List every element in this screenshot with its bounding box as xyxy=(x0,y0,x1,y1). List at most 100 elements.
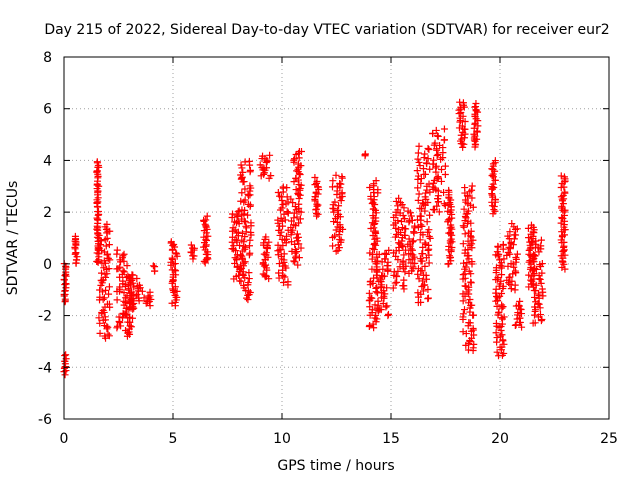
data-point xyxy=(295,181,303,189)
data-point xyxy=(422,240,430,248)
data-point xyxy=(62,280,70,288)
data-point xyxy=(381,290,389,298)
data-point xyxy=(371,235,379,243)
data-point xyxy=(331,198,339,206)
data-point xyxy=(71,232,79,240)
data-point xyxy=(238,252,246,260)
data-point xyxy=(246,201,254,209)
data-point xyxy=(461,117,469,125)
data-point xyxy=(171,283,179,291)
data-point xyxy=(498,314,506,322)
data-point xyxy=(296,215,304,223)
data-point xyxy=(511,321,519,329)
data-point xyxy=(201,259,209,267)
data-point xyxy=(267,172,275,180)
data-point xyxy=(494,274,502,282)
data-point xyxy=(430,206,438,214)
data-point xyxy=(384,310,392,318)
data-point xyxy=(102,242,110,250)
data-point xyxy=(296,184,304,192)
data-point xyxy=(314,210,322,218)
data-point xyxy=(334,206,342,214)
data-point xyxy=(393,230,401,238)
data-point xyxy=(465,299,473,307)
data-point xyxy=(361,152,369,160)
data-point xyxy=(103,220,111,228)
data-point xyxy=(418,222,426,230)
data-point xyxy=(529,235,537,243)
data-point xyxy=(430,156,438,164)
data-point xyxy=(95,231,103,239)
data-point xyxy=(275,260,283,268)
data-point xyxy=(500,340,508,348)
data-point xyxy=(144,292,152,300)
data-point xyxy=(421,150,429,158)
plot-frame xyxy=(63,56,610,420)
data-point xyxy=(419,199,427,207)
data-point xyxy=(370,205,378,213)
data-point xyxy=(511,281,519,289)
data-point xyxy=(393,278,401,286)
data-point xyxy=(459,112,467,120)
data-point xyxy=(96,293,104,301)
data-point xyxy=(557,236,565,244)
data-point xyxy=(369,199,377,207)
data-point xyxy=(398,237,406,245)
data-point xyxy=(365,289,373,297)
x-tick-label: 25 xyxy=(600,431,618,447)
data-point xyxy=(466,241,474,249)
data-point xyxy=(229,233,237,241)
data-point xyxy=(414,149,422,157)
data-point xyxy=(401,215,409,223)
data-point xyxy=(459,271,467,279)
data-point xyxy=(366,278,374,286)
data-point xyxy=(96,329,104,337)
data-point xyxy=(291,258,299,266)
data-point xyxy=(459,297,467,305)
data-point xyxy=(402,246,410,254)
data-point xyxy=(416,255,424,263)
data-point xyxy=(190,252,198,260)
data-point xyxy=(256,161,264,169)
data-point xyxy=(422,189,430,197)
data-point xyxy=(415,275,423,283)
data-point xyxy=(559,247,567,255)
data-point xyxy=(504,249,512,257)
data-point xyxy=(280,279,288,287)
data-point xyxy=(498,331,506,339)
data-point xyxy=(510,231,518,239)
data-point xyxy=(282,232,290,240)
data-point xyxy=(204,232,212,240)
data-point xyxy=(434,150,442,158)
data-point xyxy=(96,286,104,294)
data-point xyxy=(103,322,111,330)
data-point xyxy=(331,232,339,240)
data-point xyxy=(173,250,181,258)
data-point xyxy=(492,285,500,293)
data-point xyxy=(290,155,298,163)
data-point xyxy=(246,236,254,244)
data-point xyxy=(391,279,399,287)
data-point xyxy=(149,262,157,270)
y-tick-label: 8 xyxy=(43,50,52,66)
data-point xyxy=(421,281,429,289)
data-point xyxy=(424,155,432,163)
data-point xyxy=(284,209,292,217)
data-point xyxy=(230,218,238,226)
data-point xyxy=(238,236,246,244)
data-point xyxy=(488,198,496,206)
data-point xyxy=(408,246,416,254)
data-point xyxy=(491,157,499,165)
data-point xyxy=(505,243,513,251)
data-point xyxy=(432,126,440,134)
data-point xyxy=(437,177,445,185)
data-point xyxy=(409,237,417,245)
y-tick-label: -4 xyxy=(38,360,52,376)
data-point xyxy=(499,336,507,344)
data-point xyxy=(537,236,545,244)
data-point xyxy=(400,251,408,259)
data-point xyxy=(168,299,176,307)
data-point xyxy=(465,252,473,260)
data-point xyxy=(105,332,113,340)
data-point xyxy=(527,221,535,229)
